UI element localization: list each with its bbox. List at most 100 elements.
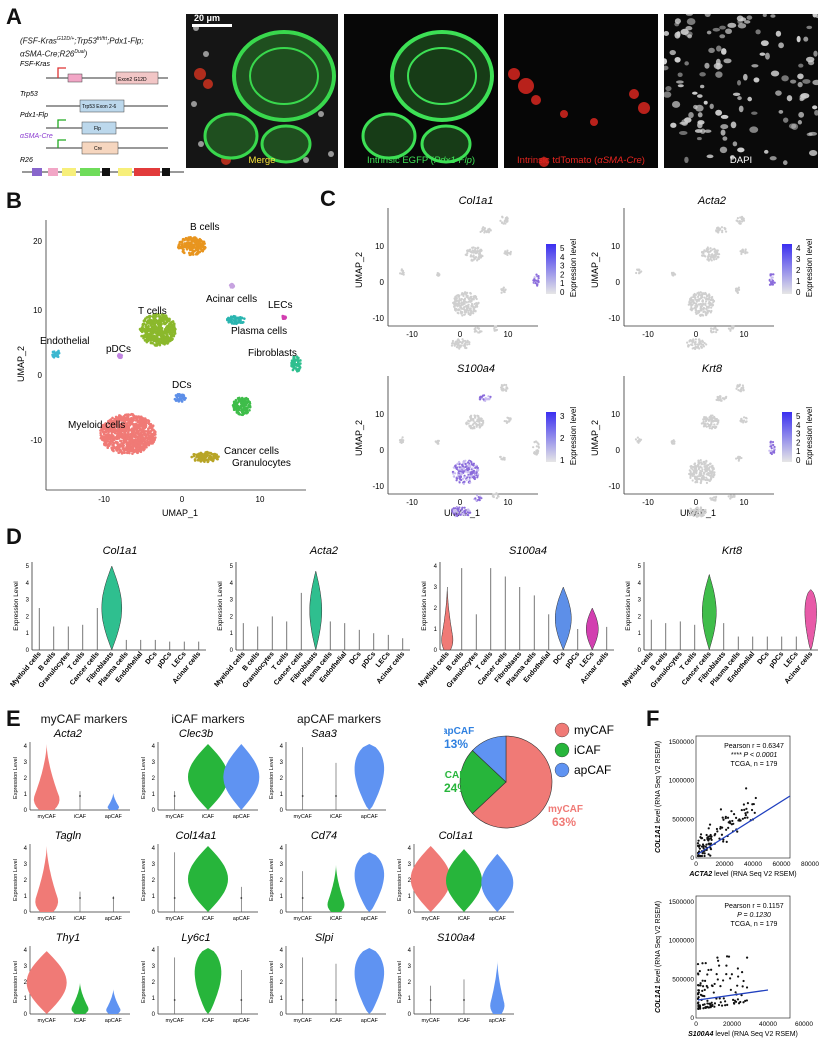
- colorbar-tick: 1: [560, 279, 565, 288]
- feature-plot-title: Col1a1: [459, 195, 494, 207]
- caf-violin-ytick: 1: [280, 996, 284, 1002]
- caf-violin-ylabel: Expression Level: [141, 757, 147, 799]
- caf-violin-ytick: 3: [408, 862, 412, 868]
- panel-label-d: D: [6, 524, 22, 549]
- feature-plot-title: Acta2: [697, 195, 726, 207]
- scatter-xtick: 20000: [715, 861, 733, 868]
- caf-violin-ytick: 2: [24, 878, 28, 884]
- caf-violin-ytick: 2: [280, 776, 284, 782]
- feature-plot-ytick: -10: [608, 314, 620, 323]
- caf-violin-ytick: 3: [24, 862, 28, 868]
- scatter-xlabel: S100A4 level (RNA Seq V2 RSEM): [688, 1031, 798, 1038]
- colorbar-tick: 1: [560, 456, 565, 465]
- cluster-label: Granulocytes: [232, 458, 291, 469]
- scatter-ytick: 0: [690, 855, 694, 862]
- caf-violin-shape: [26, 951, 67, 1014]
- scale-bar-label: 20 μm: [194, 14, 221, 23]
- violin-category-label: pDCs: [156, 651, 173, 670]
- feature-plot-ylabel: UMAP_2: [590, 420, 600, 456]
- caf-violin-group-label: myCAF: [165, 916, 184, 922]
- caf-violin-shape: [107, 792, 119, 810]
- caf-violin-title: Slpi: [315, 932, 334, 944]
- cluster-t-cells: [138, 312, 177, 347]
- micrograph-tdtomato: Intrinsic tdTomato (αSMA-Cre): [504, 14, 658, 168]
- violin-panel-title: S100a4: [509, 545, 547, 557]
- umap-b-xlabel: UMAP_1: [162, 508, 198, 518]
- pie-legend-swatch: [554, 722, 570, 738]
- colorbar-tick: 2: [796, 266, 801, 275]
- micrograph-dapi: DAPI: [664, 14, 818, 168]
- colorbar-tick: 1: [796, 277, 801, 286]
- violin-ytick: 2: [26, 614, 30, 620]
- feature-plot-xtick: 0: [458, 498, 463, 507]
- caf-violin-title: Col1a1: [439, 830, 474, 842]
- caf-violin-shape: [446, 849, 482, 912]
- violin-ylabel: Expression Level: [625, 581, 632, 631]
- cluster-label: Acinar cells: [206, 294, 257, 305]
- regression-line: [697, 989, 769, 1001]
- violin-ytick: 1: [434, 627, 438, 633]
- caf-violin-ytick: 2: [408, 980, 412, 986]
- feature-plot-ytick: 10: [611, 242, 620, 251]
- pie-legend-label: apCAF: [574, 763, 611, 777]
- caf-violin-ytick: 3: [280, 760, 284, 766]
- panel-label-f: F: [646, 706, 660, 731]
- cluster-fibroblasts: [290, 355, 302, 373]
- caption-dapi: DAPI: [729, 155, 753, 166]
- violin-ytick: 1: [230, 631, 234, 637]
- caf-violin-ytick: 2: [24, 776, 28, 782]
- cluster-granulocytes: [190, 450, 220, 464]
- caf-violin-clec3b: Clec3b Expression Level 4 3 2 1 0 myCAF iCAF apCA…: [141, 728, 260, 820]
- caf-violin-col1a1: Col1a1 Expression Level 4 3 2 1 0 myCAF iCAF apCA…: [397, 830, 514, 922]
- feature-plot-xtick: 10: [740, 498, 749, 507]
- feature-plot-cells: [398, 215, 540, 350]
- colorbar-tick: 2: [560, 270, 565, 279]
- panel-label-a: A: [6, 4, 22, 29]
- colorbar-tick: 3: [560, 262, 565, 271]
- caf-violin-shape: [188, 846, 228, 912]
- construct-label-pdx1: Pdx1-Flp: [20, 112, 48, 119]
- feature-plot-xtick: -10: [406, 498, 418, 507]
- caf-violin-title: Col14a1: [176, 830, 217, 842]
- cluster-endothelial: [51, 349, 61, 359]
- b-ytick: 10: [33, 306, 42, 315]
- umap-b-ylabel: UMAP_2: [16, 346, 26, 382]
- feature-plot-xtick: 10: [740, 330, 749, 339]
- caf-violin-ytick: 3: [152, 760, 156, 766]
- colorbar-tick: 3: [560, 412, 565, 421]
- violin-shape: [586, 607, 599, 651]
- pie-legend-label: iCAF: [574, 743, 601, 757]
- violin-panel-title: Krt8: [722, 545, 743, 557]
- b-ytick: 20: [33, 237, 42, 246]
- caf-violin-group-label: myCAF: [37, 1018, 56, 1024]
- caf-violin-title: Acta2: [53, 728, 82, 740]
- scatter-ytick: 500000: [672, 816, 694, 823]
- caf-violin-ytick: 4: [280, 948, 284, 954]
- caf-violin-group-label: apCAF: [105, 1018, 123, 1024]
- scatter-ylabel: COL1A1 level (RNA Seq V2 RSEM): [655, 901, 662, 1013]
- violin-plots-celltypes: Col1a1 Expression Level 5 4 3 2 1 0 Myeloid cell…: [10, 540, 820, 706]
- caf-violin-ytick: 3: [24, 760, 28, 766]
- construct-label-r26: R26: [20, 157, 33, 164]
- violin-ytick: 2: [230, 614, 234, 620]
- violin-ytick: 4: [434, 564, 438, 570]
- caf-violin-ytick: 4: [24, 846, 28, 852]
- violin-ytick: 1: [26, 631, 30, 637]
- feature-plot-ytick: -10: [372, 482, 384, 491]
- caf-violin-ytick: 1: [152, 792, 156, 798]
- colorbar-tick: 0: [796, 456, 801, 465]
- colorbar-tick: 5: [796, 412, 801, 421]
- violin-ylabel: Expression Level: [421, 581, 428, 631]
- cluster-dcs: [173, 393, 187, 403]
- pie-label-icaf: iCAF: [444, 770, 465, 781]
- colorbar-tick: 4: [560, 253, 565, 262]
- scatter-ylabel: COL1A1 level (RNA Seq V2 RSEM): [655, 741, 662, 853]
- feature-plot-ytick: 0: [616, 278, 621, 287]
- caf-violin-shape: [35, 846, 59, 912]
- scatter-ytick: 500000: [672, 976, 694, 983]
- caf-violin-ytick: 2: [408, 878, 412, 884]
- caption-tdtomato: Intrinsic tdTomato (αSMA-Cre): [517, 155, 645, 166]
